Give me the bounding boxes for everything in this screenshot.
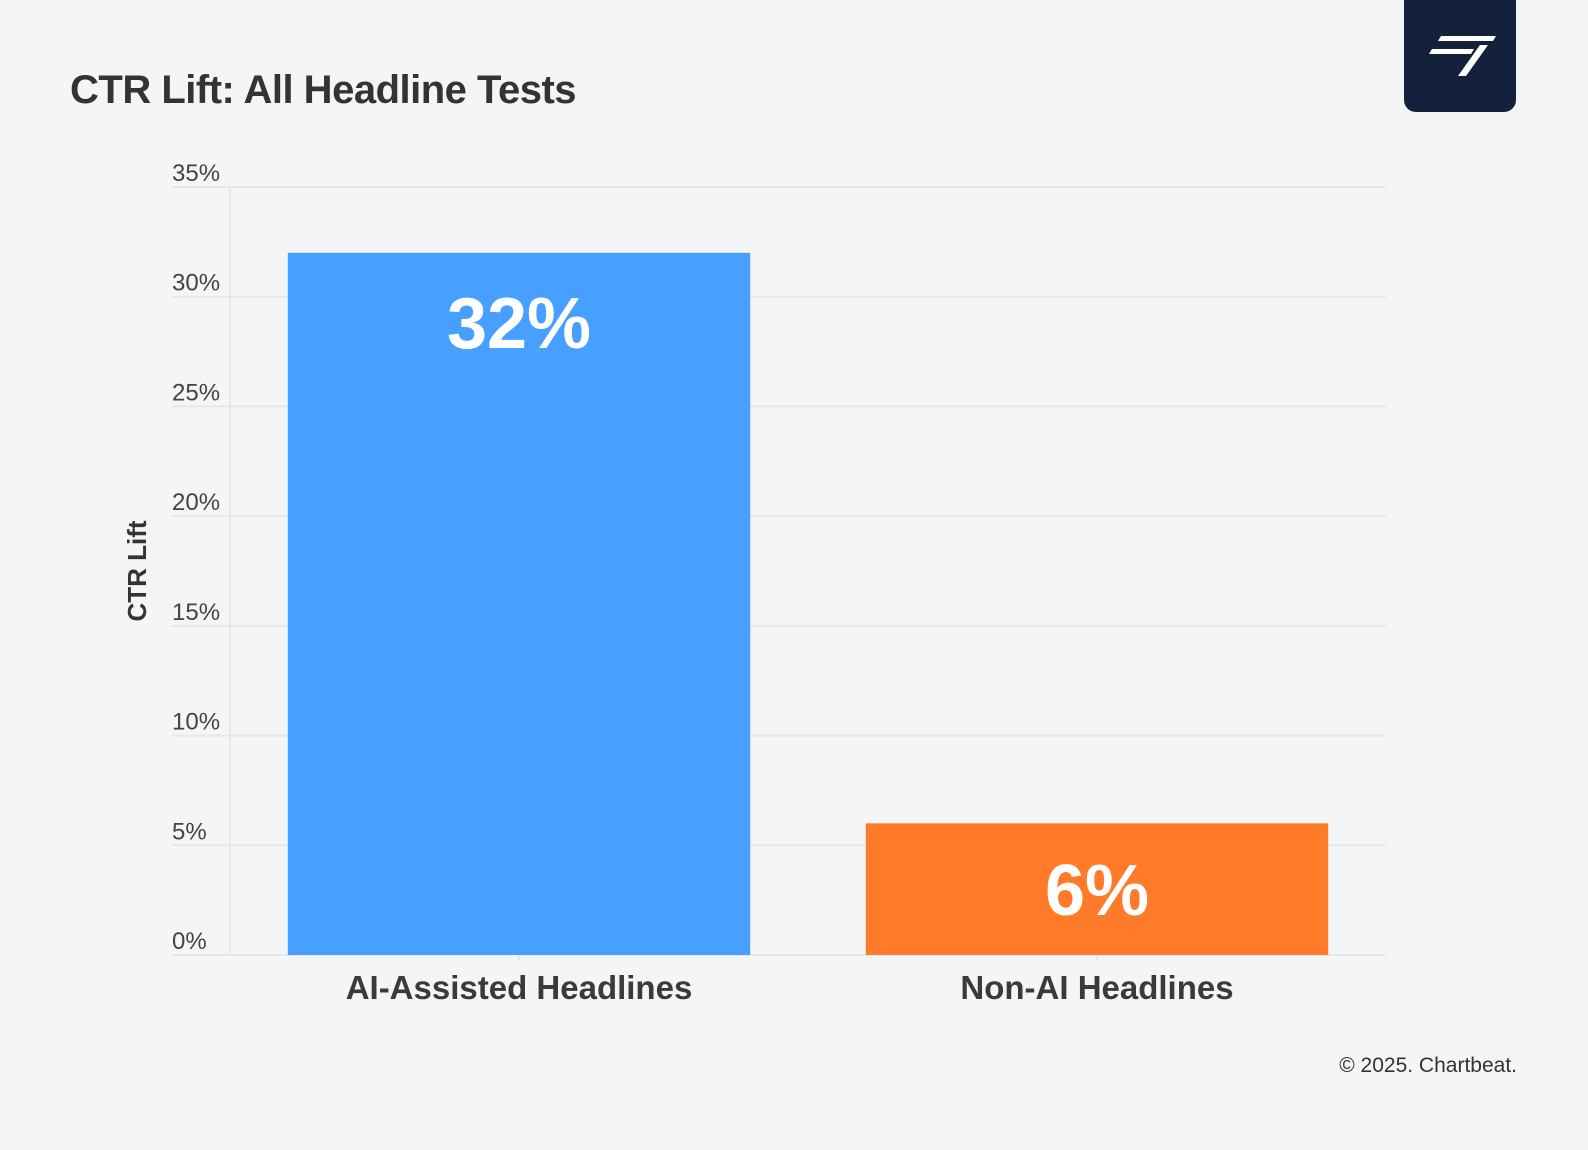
y-tick-label: 35% bbox=[172, 160, 220, 187]
y-axis-ticks: 0% 5% 10% 15% 20% 25% 30% 35% bbox=[172, 160, 220, 955]
x-axis-categories: AI-Assisted Headlines Non-AI Headlines bbox=[346, 969, 1234, 1006]
y-tick-label: 20% bbox=[172, 489, 220, 516]
y-tick-label: 10% bbox=[172, 709, 220, 736]
logo-mark-graphic bbox=[1429, 36, 1496, 76]
y-tick-label: 15% bbox=[172, 599, 220, 626]
chart-title: CTR Lift: All Headline Tests bbox=[70, 68, 577, 112]
y-axis-title: CTR Lift bbox=[122, 520, 152, 621]
value-labels: 32% 6% bbox=[447, 284, 1149, 931]
bar bbox=[287, 252, 751, 956]
bar-value-label: 32% bbox=[447, 284, 591, 364]
chartbeat-logo-icon bbox=[1404, 0, 1516, 112]
bar bbox=[865, 823, 1329, 955]
copyright-notice: © 2025. Chartbeat. bbox=[1339, 1054, 1517, 1077]
y-tick-label: 25% bbox=[172, 379, 220, 406]
y-tick-label: 30% bbox=[172, 270, 220, 297]
y-tick-label: 5% bbox=[172, 818, 207, 845]
y-tick-label: 0% bbox=[172, 928, 207, 955]
x-category-label: Non-AI Headlines bbox=[960, 969, 1233, 1006]
bars bbox=[287, 252, 1329, 956]
x-category-label: AI-Assisted Headlines bbox=[346, 969, 693, 1006]
bar-value-label: 6% bbox=[1045, 851, 1149, 931]
